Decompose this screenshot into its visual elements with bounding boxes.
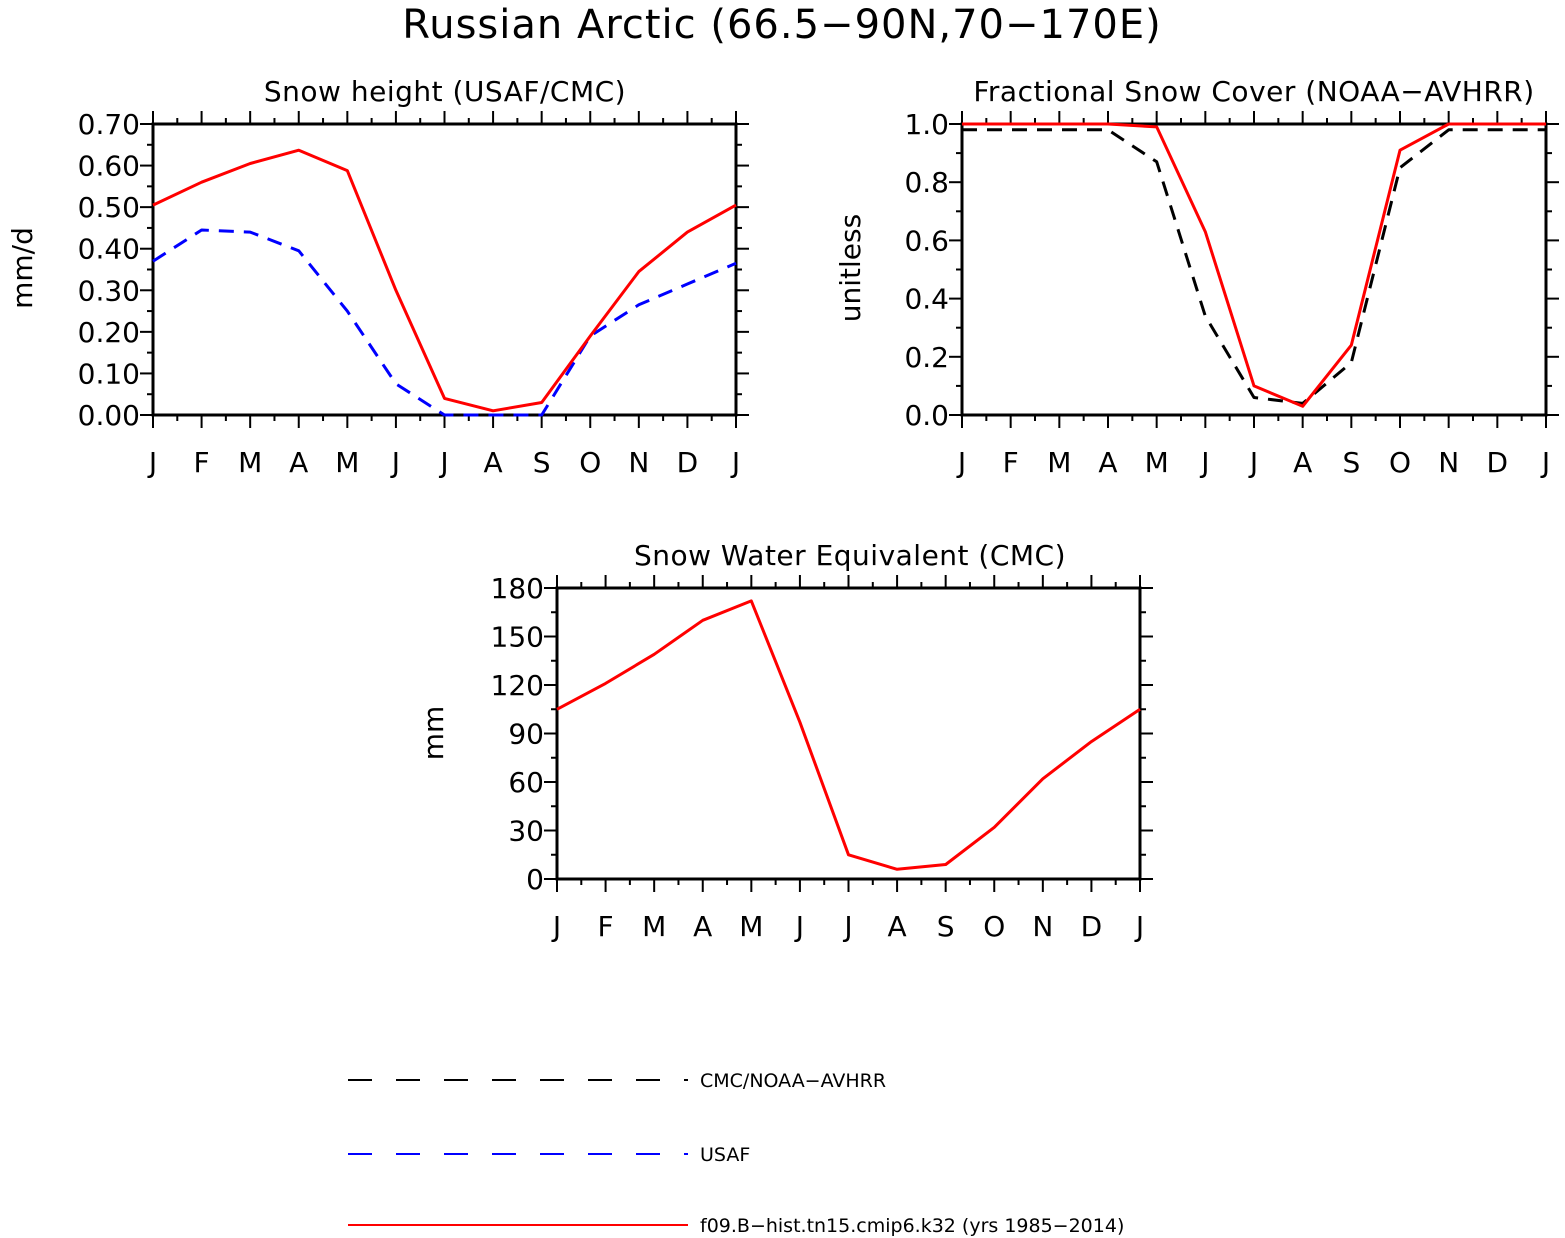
y-tick-label: 1.0 — [904, 108, 949, 141]
series-line-model — [962, 122, 1546, 408]
x-tick-label: M — [1145, 446, 1169, 479]
x-tick-label: M — [739, 910, 763, 943]
main-title: Russian Arctic (66.5−90N,70−170E) — [402, 2, 1162, 48]
x-tick-label: M — [1047, 446, 1071, 479]
x-tick-label: A — [1293, 446, 1312, 479]
x-tick-label: J — [438, 446, 448, 479]
y-axis-label: unitless — [834, 214, 867, 322]
x-tick-label: A — [289, 446, 308, 479]
y-tick-label: 60 — [508, 766, 544, 799]
legend: CMC/NOAA−AVHRR USAF f09.B−hist.tn15.cmip… — [348, 1070, 1124, 1237]
panel-title: Snow height (USAF/CMC) — [264, 75, 626, 108]
x-tick-label: J — [730, 446, 740, 479]
x-tick-label: F — [194, 446, 210, 479]
y-tick-label: 0.60 — [78, 150, 140, 183]
x-tick-label: M — [238, 446, 262, 479]
x-tick-label: N — [1438, 446, 1459, 479]
x-tick-label: J — [794, 910, 804, 943]
y-tick-label: 0.20 — [78, 316, 140, 349]
x-tick-label: D — [1081, 910, 1103, 943]
x-tick-label: S — [937, 910, 955, 943]
legend-item-obs: CMC/NOAA−AVHRR — [348, 1070, 886, 1092]
x-tick-label: A — [888, 910, 907, 943]
y-tick-label: 0.40 — [78, 233, 140, 266]
y-tick-label: 0.30 — [78, 274, 140, 307]
x-tick-label: J — [842, 910, 852, 943]
x-tick-label: A — [693, 910, 712, 943]
plot-frame — [555, 586, 1142, 881]
x-tick-label: O — [983, 910, 1005, 943]
series-line-model — [152, 148, 737, 413]
x-tick-label: J — [1134, 910, 1144, 943]
x-tick-label: N — [1032, 910, 1053, 943]
legend-label: f09.B−hist.tn15.cmip6.k32 (yrs 1985−2014… — [700, 1215, 1124, 1237]
y-tick-label: 0.6 — [904, 224, 949, 257]
x-tick-label: J — [147, 446, 157, 479]
plot-area: J F M A M J J A S O N D J0.00.20.40.60.81.0 — [904, 108, 1559, 479]
y-tick-label: 0.2 — [904, 341, 949, 374]
panel-title: Snow Water Equivalent (CMC) — [634, 539, 1066, 572]
series-line-obs — [962, 128, 1546, 405]
x-tick-label: D — [1487, 446, 1509, 479]
y-axis-label: mm/d — [6, 227, 39, 309]
y-tick-label: 0.50 — [78, 191, 140, 224]
legend-item-usaf: USAF — [348, 1144, 750, 1166]
x-tick-label: A — [484, 446, 503, 479]
y-tick-label: 0.00 — [78, 399, 140, 432]
y-tick-label: 0.10 — [78, 357, 140, 390]
x-tick-label: J — [551, 910, 561, 943]
x-tick-label: J — [1199, 446, 1209, 479]
plot-frame — [960, 122, 1548, 417]
x-tick-label: J — [1248, 446, 1258, 479]
panel-title: Fractional Snow Cover (NOAA−AVHRR) — [973, 75, 1534, 108]
x-tick-label: A — [1098, 446, 1117, 479]
legend-label: CMC/NOAA−AVHRR — [700, 1070, 886, 1092]
x-tick-label: F — [598, 910, 614, 943]
legend-label: USAF — [700, 1144, 750, 1166]
x-tick-label: M — [642, 910, 666, 943]
y-tick-label: 0.8 — [904, 166, 949, 199]
x-tick-label: N — [628, 446, 649, 479]
x-tick-label: F — [1003, 446, 1019, 479]
y-axis-label: mm — [417, 706, 450, 761]
y-tick-label: 150 — [491, 621, 544, 654]
series-line-usaf — [152, 228, 737, 417]
y-tick-label: 90 — [508, 718, 544, 751]
x-tick-label: S — [533, 446, 551, 479]
y-tick-label: 0.4 — [904, 283, 949, 316]
y-tick-label: 180 — [491, 572, 544, 605]
y-tick-label: 0.0 — [904, 399, 949, 432]
y-tick-label: 0 — [526, 863, 544, 896]
legend-item-model: f09.B−hist.tn15.cmip6.k32 (yrs 1985−2014… — [348, 1215, 1124, 1237]
panel-fractional-snow-cover: Fractional Snow Cover (NOAA−AVHRR) unitl… — [834, 75, 1559, 479]
x-tick-label: J — [1540, 446, 1550, 479]
y-tick-label: 30 — [508, 815, 544, 848]
x-tick-label: J — [390, 446, 400, 479]
plot-area: J F M A M J J A S O N D J0.000.100.200.300.400.500.6… — [78, 108, 749, 479]
x-tick-label: S — [1342, 446, 1360, 479]
x-tick-label: J — [956, 446, 966, 479]
y-tick-label: 120 — [491, 669, 544, 702]
x-tick-label: D — [677, 446, 699, 479]
x-tick-label: O — [579, 446, 601, 479]
series-line-model — [556, 599, 1141, 871]
y-tick-label: 0.70 — [78, 108, 140, 141]
x-tick-label: M — [335, 446, 359, 479]
x-tick-label: O — [1389, 446, 1411, 479]
